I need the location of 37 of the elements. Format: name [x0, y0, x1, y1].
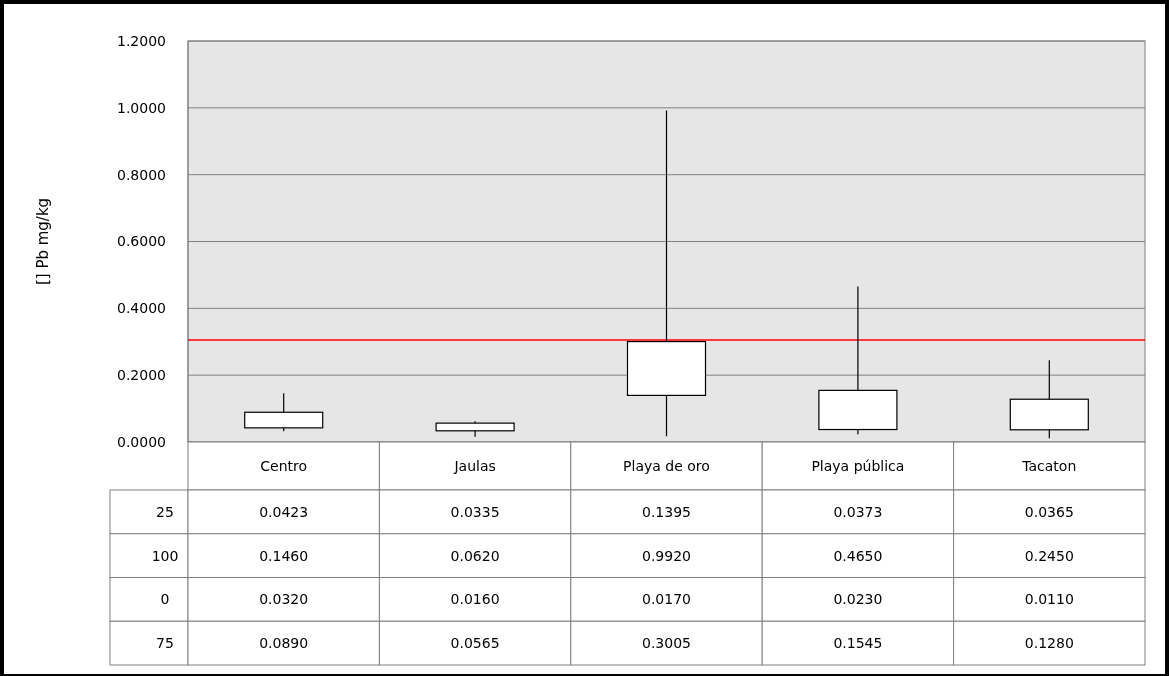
text: 0.0170 [642, 591, 691, 608]
text: 25 [156, 503, 174, 520]
y-tick-label: 0.6000 [117, 233, 166, 250]
text: 0.3005 [642, 635, 691, 652]
text: 0.1545 [833, 635, 883, 652]
text: 0.9920 [642, 547, 691, 564]
text: 0.0230 [833, 591, 883, 608]
text: 0.1460 [259, 547, 309, 564]
text: 0.4650 [833, 547, 883, 564]
text: 75 [156, 635, 174, 652]
text: 0.1280 [1024, 635, 1074, 652]
y-tick-label: 1.2000 [117, 32, 166, 49]
text: 0.0565 [450, 635, 500, 652]
text: 0.0320 [259, 591, 309, 608]
text: 0.2450 [1024, 547, 1074, 564]
text: 0.0373 [833, 503, 883, 520]
text: 0.0890 [259, 635, 309, 652]
text: 0.1395 [642, 503, 691, 520]
text: 0 [160, 591, 170, 608]
y-axis-title: [] Pb mg/kg [34, 197, 52, 286]
text: 100 [151, 547, 179, 564]
x-tick-label: Playa pública [811, 457, 905, 474]
text: 0.0365 [1024, 503, 1074, 520]
y-tick-label: 0.8000 [117, 166, 166, 183]
x-tick-label: Centro [260, 457, 308, 474]
text: 0.0335 [450, 503, 500, 520]
y-tick-label: 0.0000 [117, 433, 166, 450]
x-tick-label: Jaulas [453, 457, 496, 474]
y-tick-label: 1.0000 [117, 99, 166, 116]
x-tick-label: Tacaton [1021, 457, 1077, 474]
y-tick-label: 0.2000 [117, 367, 166, 384]
text: 0.0620 [450, 547, 500, 564]
x-tick-label: Playa de oro [623, 457, 710, 474]
text: 0.0160 [450, 591, 500, 608]
text: 0.0110 [1024, 591, 1074, 608]
y-tick-label: 0.4000 [117, 300, 166, 317]
text: 0.0423 [259, 503, 309, 520]
